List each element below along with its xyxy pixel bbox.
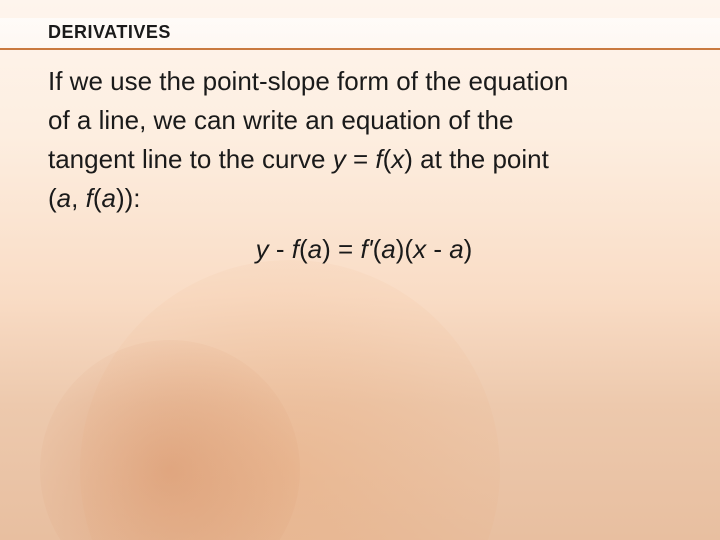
- var-f: f: [86, 183, 93, 213]
- text: (: [93, 183, 102, 213]
- slide-body: If we use the point-slope form of the eq…: [48, 62, 680, 269]
- body-line: If we use the point-slope form of the eq…: [48, 62, 680, 101]
- text: tangent line to the curve: [48, 144, 333, 174]
- text: )):: [116, 183, 141, 213]
- text: -: [269, 234, 292, 264]
- header-underline: [0, 48, 720, 50]
- text: ) at the point: [404, 144, 549, 174]
- text: -: [426, 234, 449, 264]
- var-x: x: [413, 234, 426, 264]
- var-a: a: [102, 183, 116, 213]
- text: (: [48, 183, 57, 213]
- var-f: f: [375, 144, 382, 174]
- var-a: a: [381, 234, 395, 264]
- equation: y - f(a) = f'(a)(x - a): [48, 230, 680, 269]
- text: (: [373, 234, 382, 264]
- text: (: [299, 234, 308, 264]
- var-x: x: [391, 144, 404, 174]
- text: ): [464, 234, 473, 264]
- text: =: [346, 144, 376, 174]
- var-a: a: [57, 183, 71, 213]
- body-line: tangent line to the curve y = f(x) at th…: [48, 140, 680, 179]
- var-f: f: [292, 234, 299, 264]
- body-line: of a line, we can write an equation of t…: [48, 101, 680, 140]
- var-y: y: [256, 234, 269, 264]
- slide-title: DERIVATIVES: [48, 22, 171, 43]
- var-f: f': [360, 234, 372, 264]
- text: (: [383, 144, 392, 174]
- body-line: (a, f(a)):: [48, 179, 680, 218]
- text: )(: [396, 234, 413, 264]
- text: ,: [71, 183, 85, 213]
- var-a: a: [308, 234, 322, 264]
- var-a: a: [449, 234, 463, 264]
- var-y: y: [333, 144, 346, 174]
- text: ) =: [322, 234, 360, 264]
